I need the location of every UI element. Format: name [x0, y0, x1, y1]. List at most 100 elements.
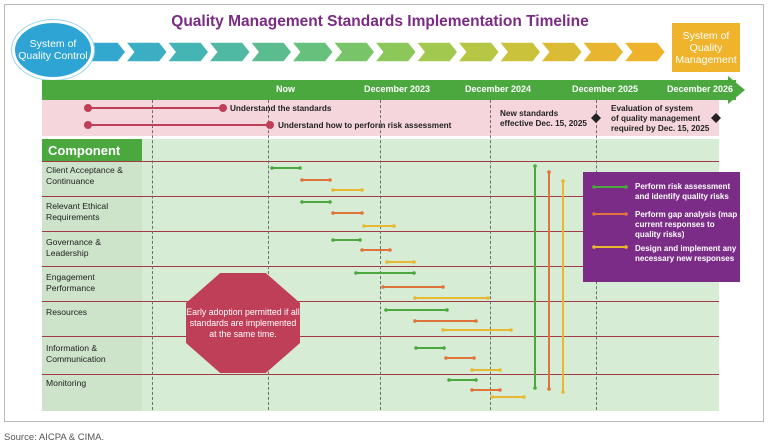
legend-swatch-dot — [624, 185, 628, 189]
activity-dot — [522, 395, 526, 399]
legend-swatch-dot — [624, 245, 628, 249]
activity-dot — [441, 328, 445, 332]
activity-dot — [498, 388, 502, 392]
activity-dot — [474, 319, 478, 323]
component-information: Information & Communication — [46, 343, 106, 364]
activity-dot — [441, 285, 445, 289]
activity-dot — [384, 308, 388, 312]
activity-dot — [447, 378, 451, 382]
chevron-step — [580, 41, 625, 63]
activity-dot — [486, 296, 490, 300]
legend-gap-analysis: Perform gap analysis (map current respon… — [635, 210, 738, 239]
component-monitoring: Monitoring — [46, 378, 87, 388]
activity-dot — [360, 211, 364, 215]
activity-dot — [392, 224, 396, 228]
chevron-step — [248, 41, 293, 63]
milestone-new-standards: New standards effective Dec. 15, 2025 — [500, 109, 587, 128]
timeline-label-dec-2024: December 2024 — [465, 84, 532, 94]
activity-dot — [360, 248, 364, 252]
chevron-step — [331, 41, 376, 63]
activity-dot — [331, 188, 335, 192]
chevron-step — [123, 41, 169, 63]
activity-dot — [360, 188, 364, 192]
milestone-dot — [84, 121, 92, 129]
timeline-gridline — [490, 100, 491, 410]
milestone-evaluation: Evaluation of system of quality managemen… — [611, 104, 710, 133]
activity-dot — [547, 387, 551, 391]
milestone-understand-risk: Understand how to perform risk assessmen… — [278, 121, 452, 130]
timeline-label-dec-2025: December 2025 — [572, 84, 639, 94]
activity-dot — [388, 248, 392, 252]
legend-box — [583, 172, 740, 282]
activity-dot — [413, 296, 417, 300]
activity-dot — [328, 200, 332, 204]
early-adoption-note: Early adoption permitted if all standard… — [186, 273, 300, 373]
component-engagement: Engagement Performance — [46, 272, 96, 293]
activity-dot — [445, 308, 449, 312]
activity-dot — [328, 178, 332, 182]
chevron-step — [206, 41, 252, 63]
component-client-acceptance: Client Acceptance & Continuance — [46, 165, 123, 186]
activity-dot — [561, 390, 565, 394]
activity-dot — [444, 356, 448, 360]
legend-design-implement: Design and implement any necessary new r… — [635, 244, 737, 263]
milestone-diamond — [711, 113, 721, 123]
timeline-gridline — [268, 100, 269, 410]
milestone-dot — [266, 121, 274, 129]
activity-dot — [442, 346, 446, 350]
milestone-understand-standards: Understand the standards — [230, 104, 332, 113]
timeline-label-now: Now — [276, 84, 295, 94]
chevron-step — [621, 41, 667, 63]
activity-dot — [385, 260, 389, 264]
activity-dot — [300, 200, 304, 204]
legend-risk-assessment: Perform risk assessment and identify qua… — [635, 182, 731, 201]
milestone-dot — [84, 104, 92, 112]
activity-dot — [381, 285, 385, 289]
activity-dot — [354, 271, 358, 275]
chevron-step — [414, 41, 459, 63]
activity-dot — [300, 178, 304, 182]
activity-dot — [270, 166, 274, 170]
activity-dot — [474, 378, 478, 382]
activity-dot — [472, 356, 476, 360]
component-ethical-requirements: Relevant Ethical Requirements — [46, 201, 109, 222]
component-label-column — [42, 161, 142, 411]
activity-dot — [547, 170, 551, 174]
activity-dot — [358, 238, 362, 242]
activity-dot — [412, 271, 416, 275]
activity-dot — [298, 166, 302, 170]
chart-title: Quality Management Standards Implementat… — [171, 13, 589, 30]
activity-dot — [533, 164, 537, 168]
timeline-band: Now December 2023 December 2024 December… — [42, 80, 736, 100]
milestone-diamond — [591, 113, 601, 123]
component-header: Component — [42, 139, 142, 161]
activity-dot — [561, 179, 565, 183]
activity-dot — [509, 328, 513, 332]
activity-dot — [413, 319, 417, 323]
chevron-step — [497, 41, 542, 63]
chevron-step — [455, 41, 501, 63]
activity-dot — [331, 238, 335, 242]
component-resources: Resources — [46, 307, 88, 317]
legend-swatch-dot — [592, 212, 596, 216]
start-system-label: System of Quality Control — [12, 20, 94, 80]
activity-dot — [412, 260, 416, 264]
legend-swatch-dot — [592, 185, 596, 189]
activity-dot — [533, 386, 537, 390]
end-system-label: System of Quality Management — [672, 23, 740, 72]
chevron-step — [372, 41, 418, 63]
legend-swatch-dot — [592, 245, 596, 249]
timeline-label-dec-2026: December 2026 — [667, 84, 734, 94]
chevron-step — [538, 41, 584, 63]
component-governance: Governance & Leadership — [46, 237, 101, 258]
activity-dot — [490, 395, 494, 399]
chevron-step — [165, 41, 210, 63]
activity-dot — [362, 224, 366, 228]
source-note: Source: AICPA & CIMA. — [4, 432, 105, 443]
activity-dot — [331, 211, 335, 215]
activity-dot — [470, 388, 474, 392]
timeline-gridline — [380, 100, 381, 410]
activity-dot — [498, 368, 502, 372]
